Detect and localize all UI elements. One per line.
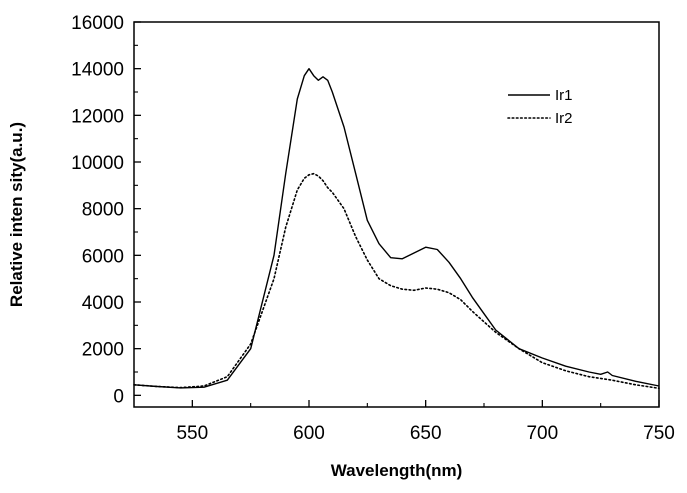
- x-axis-label: Wavelength(nm): [331, 461, 463, 480]
- y-tick-label: 8000: [82, 200, 124, 221]
- y-tick-label: 4000: [82, 293, 124, 314]
- x-tick-label: 750: [643, 423, 675, 444]
- x-tick-label: 550: [176, 423, 208, 444]
- y-tick-label: 10000: [71, 153, 124, 174]
- x-tick-label: 600: [293, 423, 325, 444]
- y-axis-label: Relative inten sity(a.u.): [7, 122, 26, 307]
- y-tick-label: 2000: [82, 340, 124, 361]
- series-line-ir2: [133, 172, 660, 390]
- series-layer: [133, 67, 660, 390]
- y-tick-label: 16000: [71, 13, 124, 34]
- plot-frame: [133, 21, 660, 408]
- axis-ticks: 550 600 650 700 750 0 2000 4000 6000 8000 10000 120…: [71, 13, 675, 444]
- y-tick-label: 12000: [71, 106, 124, 127]
- series-line-ir1: [133, 67, 660, 389]
- legend-label-ir2: Ir2: [555, 110, 573, 127]
- y-tick-label: 14000: [71, 60, 124, 81]
- x-tick-label: 700: [526, 423, 558, 444]
- y-tick-label: 0: [113, 386, 124, 407]
- y-tick-label: 6000: [82, 246, 124, 267]
- legend-label-ir1: Ir1: [555, 87, 573, 104]
- x-tick-label: 650: [410, 423, 442, 444]
